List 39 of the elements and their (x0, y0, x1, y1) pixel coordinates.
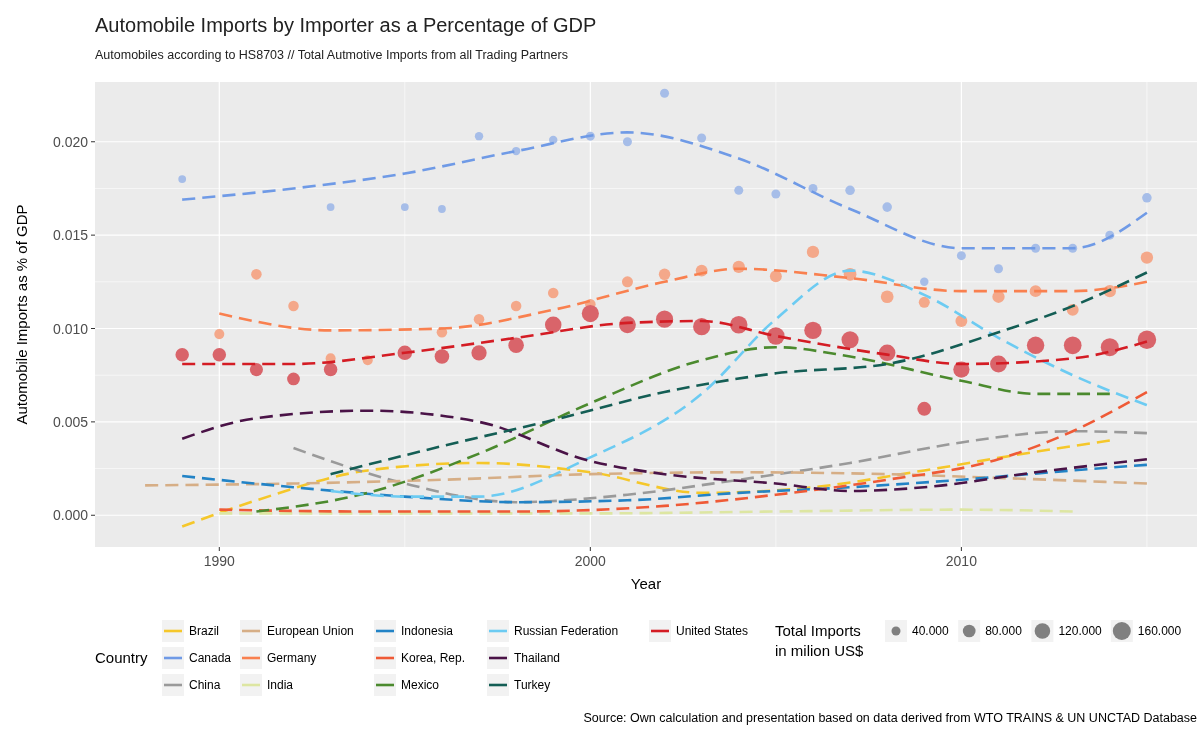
legend-label: Russian Federation (514, 624, 619, 638)
legend-label: Indonesia (401, 624, 454, 638)
legend-label: Canada (189, 651, 232, 665)
line-series (180, 439, 1112, 528)
legend-label: European Union (267, 624, 354, 638)
legend-label: Mexico (401, 678, 440, 692)
y-tick-label: 0.000 (52, 507, 89, 524)
legend-label: Brazil (189, 624, 220, 638)
source-note: Source: Own calculation and presentation based on data derived from WTO TRAINS & UN UNCTAD Database (583, 711, 1198, 725)
legend-title: Country (95, 649, 149, 666)
chart-title: Automobile Imports by Importer as a Percentage of GDP (95, 14, 597, 36)
legend-label: India (267, 678, 294, 692)
y-tick-label: 0.005 (52, 413, 89, 430)
legend-label: Korea, Rep. (401, 651, 466, 665)
legend-label: Thailand (514, 651, 561, 665)
legend-label: 160.000 (1137, 624, 1182, 638)
line-series (255, 345, 1112, 513)
y-tick-label: 0.020 (52, 133, 89, 150)
legend-label: 80.000 (985, 624, 1023, 638)
x-axis-title: Year (630, 575, 662, 592)
x-tick-label: 1990 (203, 553, 236, 569)
line-series (180, 409, 1149, 493)
legend-label: Turkey (514, 678, 551, 692)
y-tick-label: 0.010 (52, 320, 89, 337)
x-tick-label: 2000 (574, 553, 607, 569)
legend-label: China (189, 678, 221, 692)
text: Total Imports in milion US$ (775, 622, 865, 659)
line-series (143, 471, 1149, 487)
chart-subtitle: Automobiles according to HS8703 // Total Autmotive Imports from all Trading Partners (95, 48, 568, 62)
line-series (218, 390, 1149, 513)
line-series (180, 463, 1149, 504)
legend-label: United States (676, 624, 749, 638)
line-series (292, 429, 1149, 504)
y-axis-title: Automobile Imports as % of GDP (13, 204, 30, 425)
x-tick-label: 2010 (945, 553, 978, 569)
legend-label: 40.000 (912, 624, 950, 638)
legend-label: Germany (267, 651, 317, 665)
legend-label: 120.000 (1058, 624, 1103, 638)
y-tick-label: 0.015 (52, 227, 89, 244)
